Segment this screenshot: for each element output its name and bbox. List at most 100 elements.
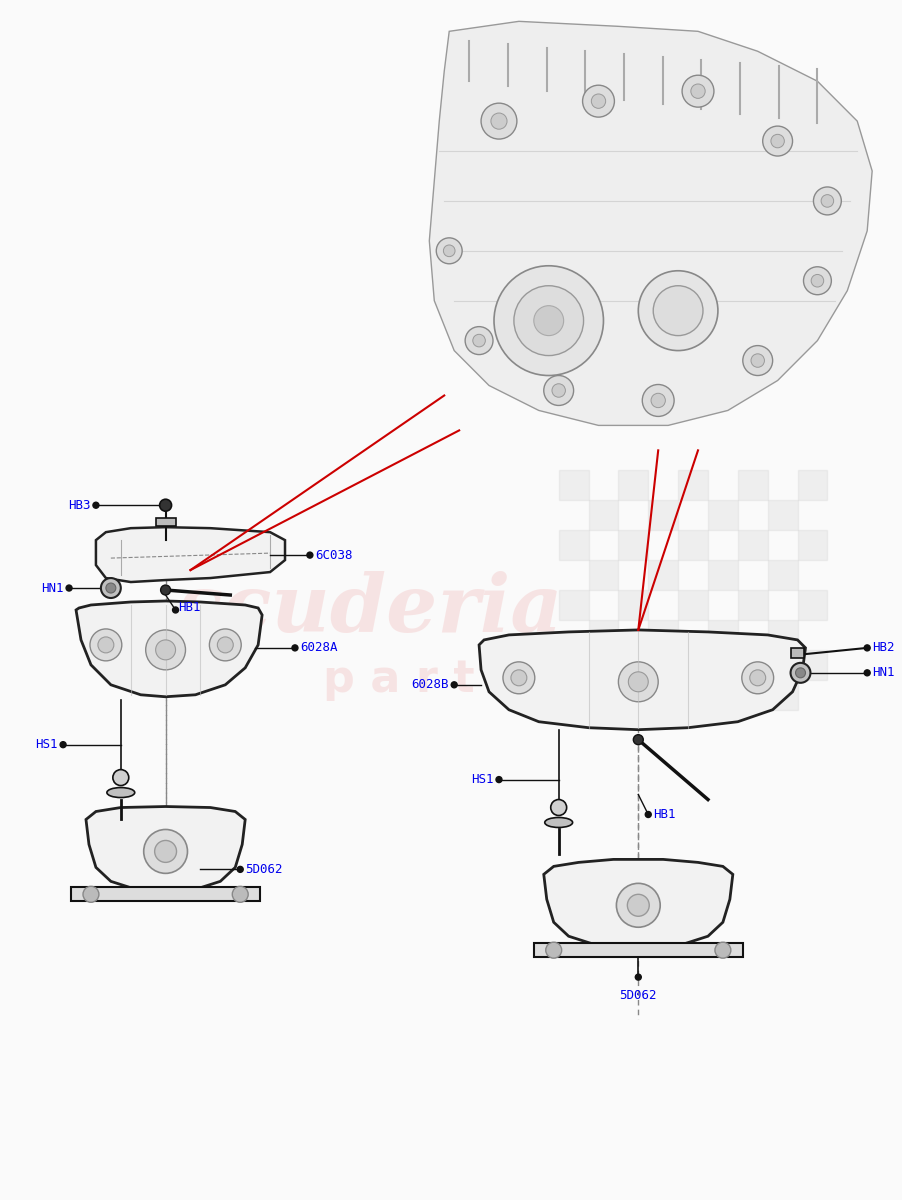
Bar xyxy=(156,518,176,526)
Circle shape xyxy=(292,644,298,650)
Text: HB1: HB1 xyxy=(179,601,201,614)
Circle shape xyxy=(491,113,507,130)
Circle shape xyxy=(161,586,170,595)
Circle shape xyxy=(437,238,462,264)
Circle shape xyxy=(628,894,649,917)
Bar xyxy=(790,648,805,658)
Bar xyxy=(678,530,708,560)
Bar xyxy=(588,620,619,650)
Bar xyxy=(768,500,797,530)
Circle shape xyxy=(750,670,766,686)
Circle shape xyxy=(546,942,562,958)
Bar xyxy=(619,530,649,560)
Bar xyxy=(619,650,649,680)
Circle shape xyxy=(635,974,641,980)
Circle shape xyxy=(864,644,870,650)
Bar xyxy=(71,887,260,901)
Circle shape xyxy=(237,866,244,872)
Circle shape xyxy=(160,499,171,511)
Text: HB2: HB2 xyxy=(872,641,895,654)
Bar xyxy=(558,650,588,680)
Circle shape xyxy=(616,883,660,928)
Circle shape xyxy=(83,887,99,902)
Circle shape xyxy=(66,586,72,592)
Circle shape xyxy=(172,607,179,613)
Circle shape xyxy=(633,734,643,745)
Text: p a r t s: p a r t s xyxy=(323,659,516,701)
Circle shape xyxy=(651,394,666,408)
Circle shape xyxy=(217,637,234,653)
Circle shape xyxy=(494,265,603,376)
Bar xyxy=(649,620,678,650)
Bar xyxy=(588,500,619,530)
Circle shape xyxy=(93,503,99,509)
Circle shape xyxy=(645,811,651,817)
Bar xyxy=(649,680,678,709)
Text: HS1: HS1 xyxy=(472,773,494,786)
Circle shape xyxy=(209,629,241,661)
Circle shape xyxy=(496,776,502,782)
Circle shape xyxy=(503,662,535,694)
Circle shape xyxy=(444,245,455,257)
Circle shape xyxy=(864,670,870,676)
Bar xyxy=(797,470,827,500)
Circle shape xyxy=(771,134,785,148)
Circle shape xyxy=(639,271,718,350)
Circle shape xyxy=(154,840,177,863)
Bar xyxy=(738,590,768,620)
Polygon shape xyxy=(96,527,285,582)
Bar xyxy=(619,470,649,500)
Circle shape xyxy=(511,670,527,686)
Circle shape xyxy=(514,286,584,355)
Polygon shape xyxy=(544,859,732,947)
Circle shape xyxy=(143,829,188,874)
Circle shape xyxy=(534,306,564,336)
Circle shape xyxy=(751,354,764,367)
Circle shape xyxy=(552,384,566,397)
Polygon shape xyxy=(86,806,245,892)
Bar xyxy=(558,590,588,620)
Text: HS1: HS1 xyxy=(35,738,58,751)
Circle shape xyxy=(146,630,186,670)
Circle shape xyxy=(481,103,517,139)
Bar xyxy=(558,470,588,500)
Bar xyxy=(768,680,797,709)
Bar xyxy=(649,560,678,590)
Circle shape xyxy=(796,668,805,678)
Bar xyxy=(797,530,827,560)
Bar xyxy=(678,590,708,620)
Circle shape xyxy=(592,94,605,108)
Text: 6028B: 6028B xyxy=(411,678,449,691)
Circle shape xyxy=(741,662,774,694)
Circle shape xyxy=(763,126,793,156)
Circle shape xyxy=(156,640,176,660)
Circle shape xyxy=(682,76,714,107)
Circle shape xyxy=(451,682,457,688)
Bar xyxy=(768,620,797,650)
Circle shape xyxy=(544,376,574,406)
Bar xyxy=(558,530,588,560)
Ellipse shape xyxy=(545,817,573,828)
Bar xyxy=(649,500,678,530)
Text: HN1: HN1 xyxy=(872,666,895,679)
Polygon shape xyxy=(429,22,872,426)
Circle shape xyxy=(811,275,824,287)
Circle shape xyxy=(619,662,658,702)
Circle shape xyxy=(60,742,66,748)
Bar xyxy=(797,650,827,680)
Circle shape xyxy=(113,769,129,786)
Bar xyxy=(738,530,768,560)
Text: HB1: HB1 xyxy=(653,808,676,821)
Bar xyxy=(588,680,619,709)
Bar xyxy=(678,650,708,680)
Polygon shape xyxy=(479,630,805,730)
Bar xyxy=(797,590,827,620)
Text: 6C038: 6C038 xyxy=(315,548,353,562)
Bar xyxy=(534,943,742,958)
Circle shape xyxy=(465,326,493,354)
Circle shape xyxy=(715,942,731,958)
Text: 6028A: 6028A xyxy=(300,641,337,654)
Circle shape xyxy=(307,552,313,558)
Circle shape xyxy=(629,672,649,691)
Text: 5D062: 5D062 xyxy=(620,989,657,1002)
